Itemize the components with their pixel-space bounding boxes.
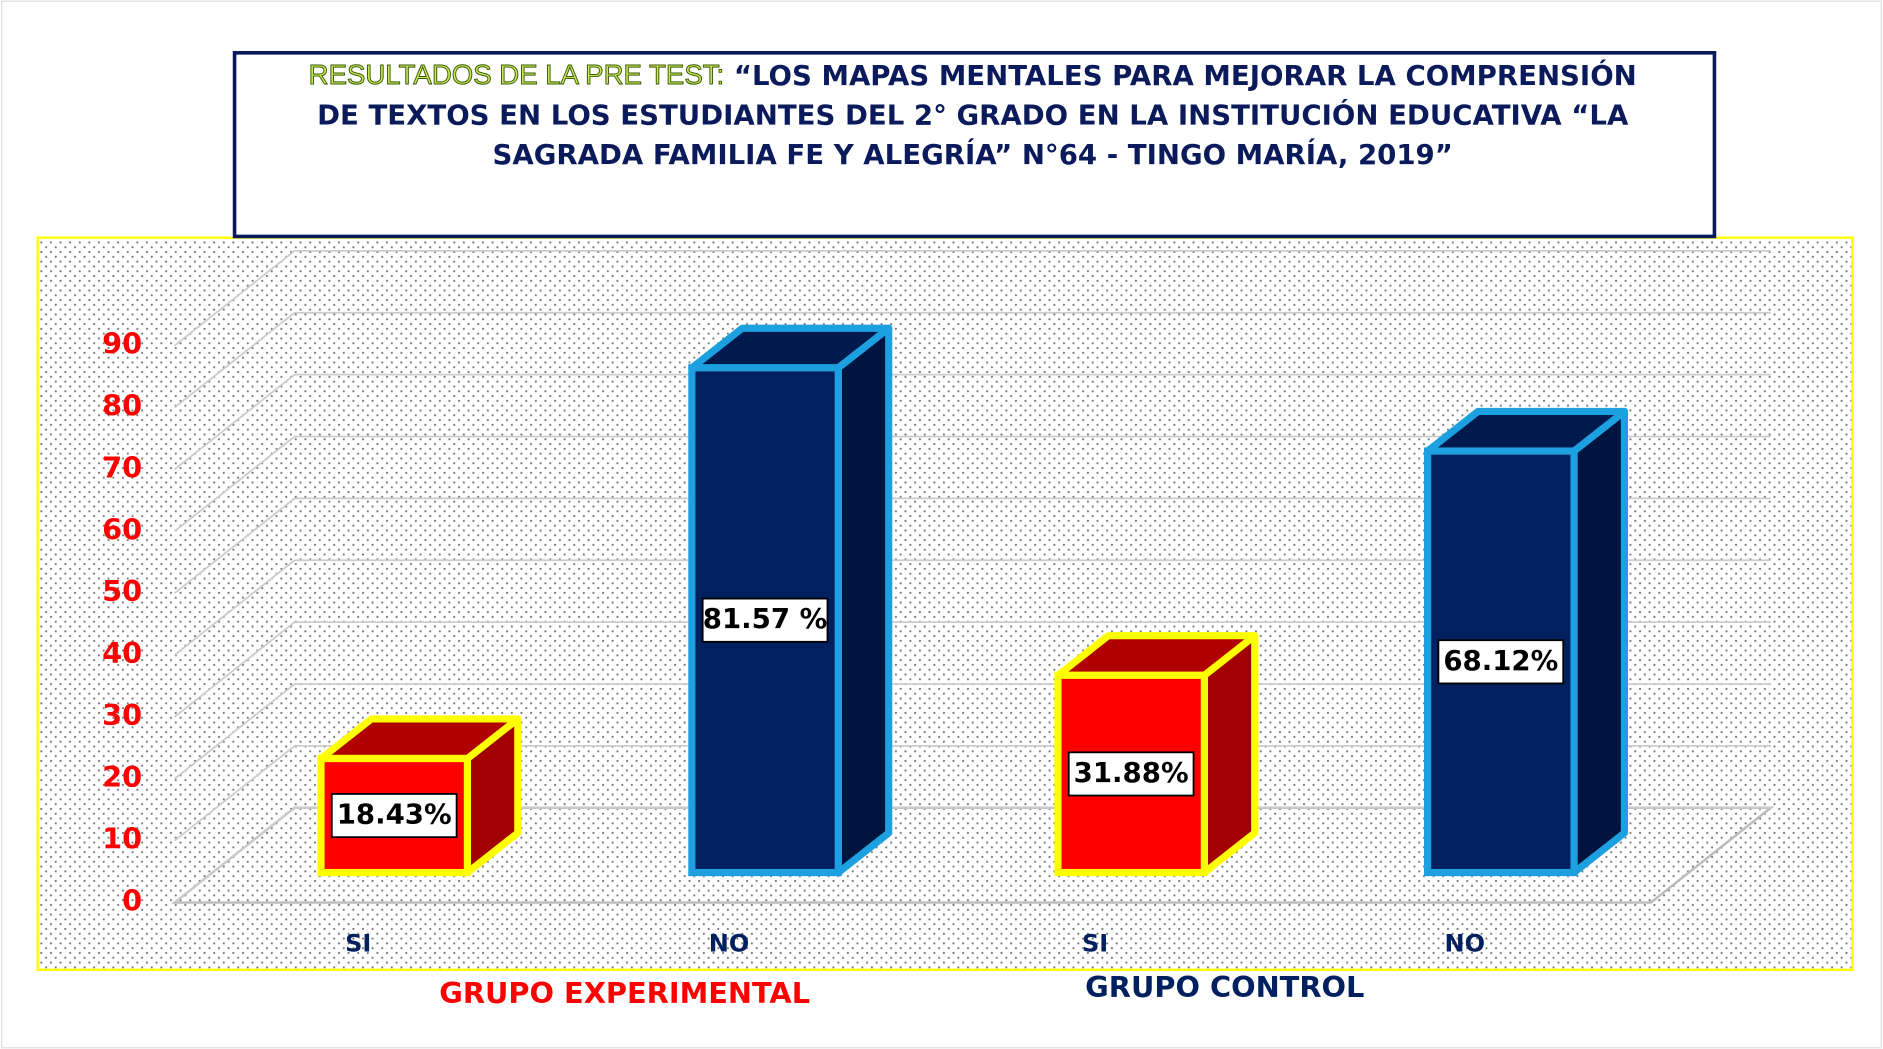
grid-line — [173, 435, 1771, 533]
y-tick-label: 60 — [102, 512, 142, 546]
title-line: SAGRADA FAMILIA FE Y ALEGRÍA” N°64 - TIN… — [493, 137, 1453, 171]
value-label-box — [701, 597, 829, 643]
chart-title: RESULTADOS DE LA PRE TEST: “LOS MAPAS MEN… — [309, 58, 1637, 92]
value-label: 18.43% — [337, 798, 452, 831]
value-label-box — [330, 793, 458, 839]
grid-line — [173, 806, 1771, 904]
y-tick-label: 10 — [102, 822, 142, 856]
y-tick-label: 80 — [102, 389, 142, 423]
x-tick-label: SI — [1082, 930, 1108, 958]
grid-line — [173, 249, 1771, 347]
grid — [171, 249, 1775, 904]
y-tick-label: 40 — [102, 636, 142, 670]
y-tick-label: 30 — [102, 698, 142, 732]
grid-line — [173, 311, 1771, 409]
bar-side — [1570, 407, 1629, 877]
y-tick-label: 0 — [122, 884, 142, 918]
grid-line — [173, 373, 1771, 471]
bar-side — [834, 324, 893, 877]
group-label: GRUPO CONTROL — [1085, 970, 1364, 1004]
title-prefix: RESULTADOS DE LA PRE TEST: — [309, 59, 725, 90]
x-tick-label: NO — [1445, 930, 1486, 958]
bar — [317, 715, 522, 877]
title-line: DE TEXTOS EN LOS ESTUDIANTES DEL 2° GRAD… — [317, 97, 1629, 131]
value-label: 31.88% — [1074, 756, 1189, 789]
grid-line — [173, 559, 1771, 656]
grid-line — [173, 683, 1771, 780]
grid-line — [173, 497, 1771, 594]
value-label: 81.57 % — [703, 602, 828, 635]
y-tick-label: 90 — [102, 327, 142, 361]
value-label-box — [1067, 751, 1195, 797]
title-line: “LOS MAPAS MENTALES PARA MEJORAR LA COMP… — [734, 58, 1637, 92]
y-tick-label: 20 — [102, 760, 142, 794]
x-tick-label: SI — [345, 930, 371, 958]
y-tick-label: 50 — [102, 574, 142, 608]
x-tick-label: NO — [709, 930, 750, 958]
value-label: 68.12% — [1443, 644, 1558, 677]
grid-line — [173, 744, 1771, 842]
group-label: GRUPO EXPERIMENTAL — [439, 976, 810, 1010]
value-label-box — [1437, 639, 1565, 685]
bars: 18.43% 81.57 % 31.88% 68.12% — [317, 324, 1629, 877]
title-box — [232, 51, 1717, 239]
y-tick-label: 70 — [102, 450, 142, 484]
grid-line — [173, 621, 1771, 718]
